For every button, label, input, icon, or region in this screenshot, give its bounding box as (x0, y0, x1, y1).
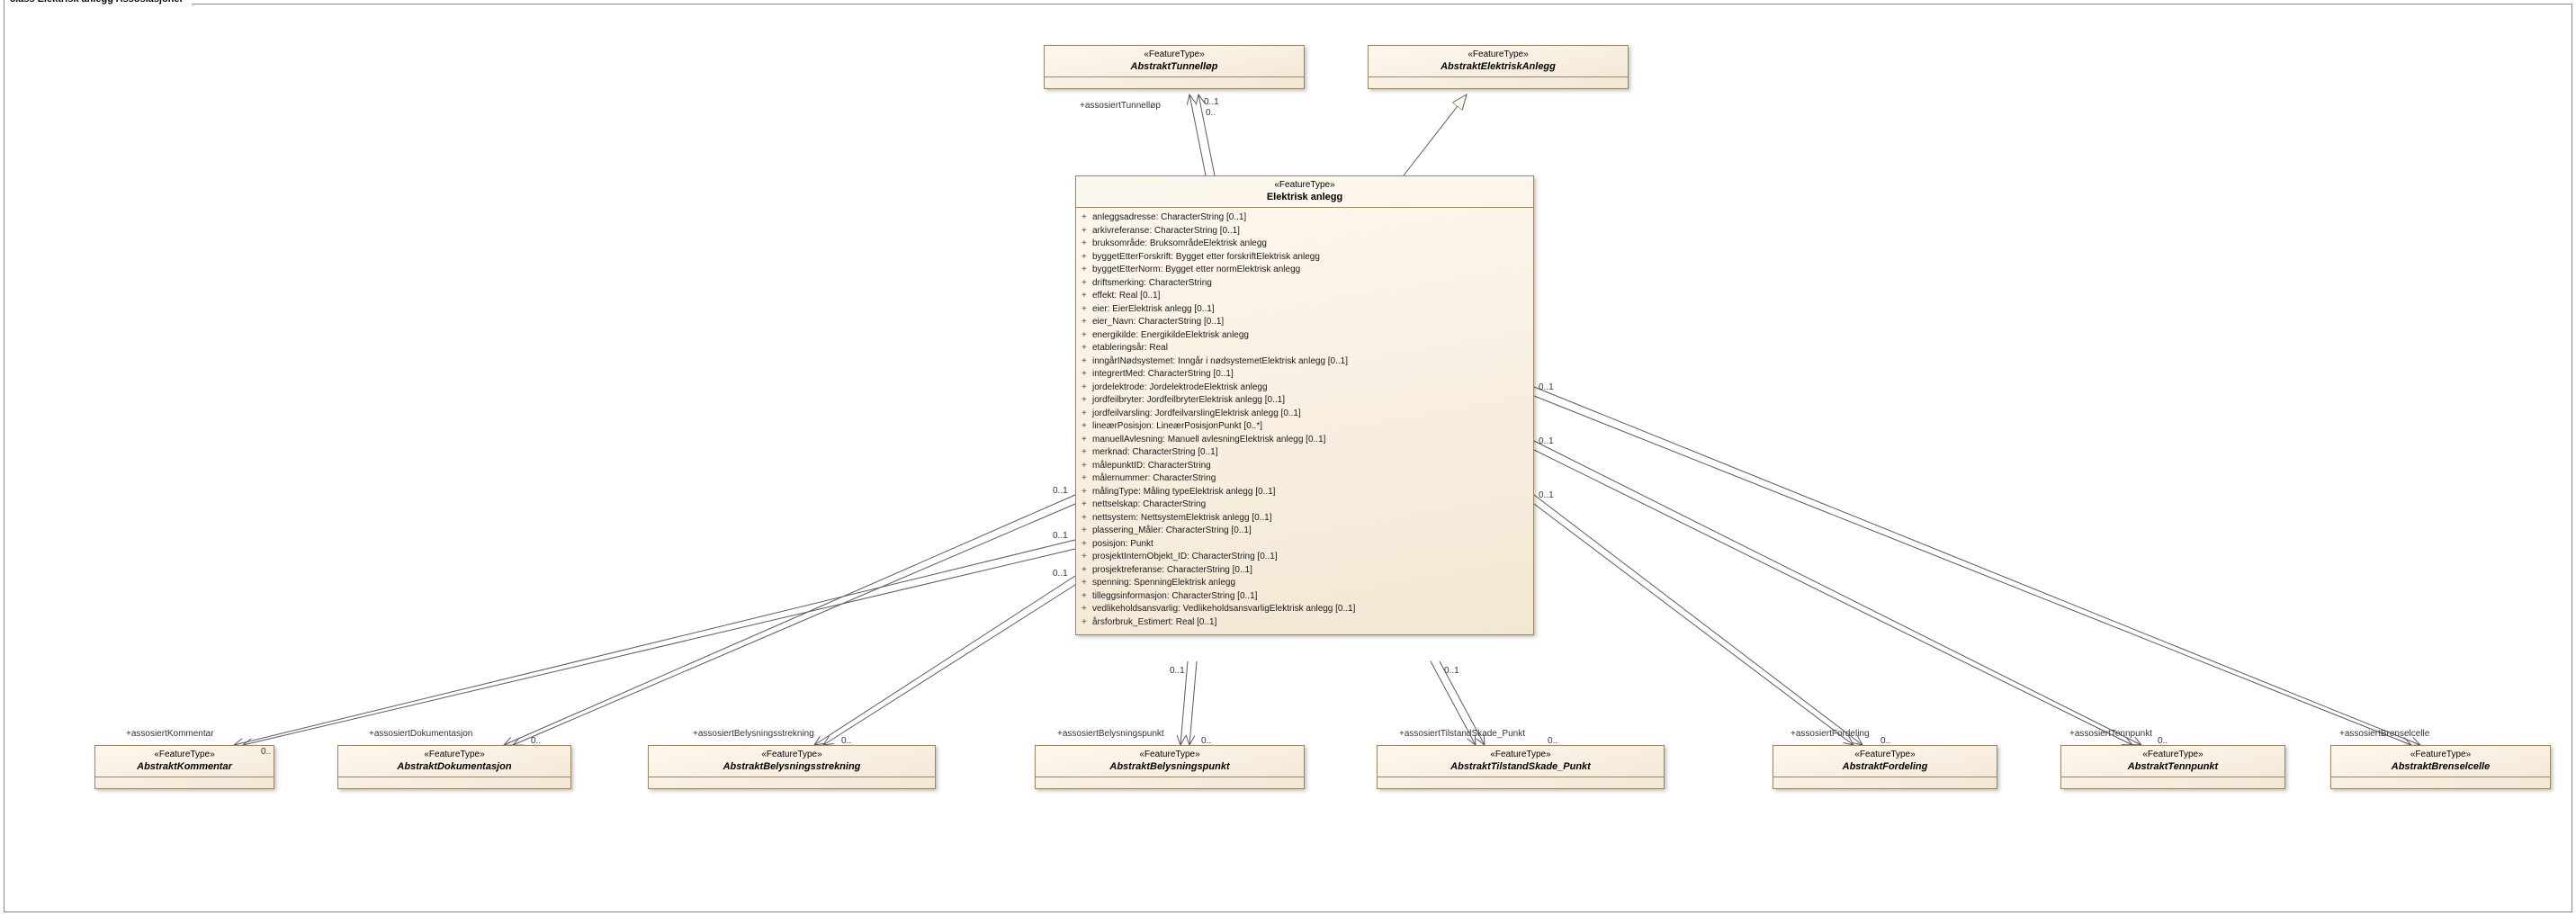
class-abstrakt-dokumentasjon: «FeatureType»AbstraktDokumentasjon (337, 745, 571, 789)
attribute-row: driftsmerking: CharacterString (1092, 277, 1526, 291)
class-name: AbstraktTilstandSkade_Punkt (1383, 761, 1658, 774)
class-name: AbstraktBelysningsstrekning (654, 761, 929, 774)
class-name: AbstraktElektriskAnlegg (1374, 61, 1622, 74)
multiplicity-label: 0.. (261, 747, 271, 757)
multiplicity-label: 0.. (841, 736, 851, 746)
attribute-row: etableringsår: Real (1092, 342, 1526, 355)
assoc-end-label: +assosiertTunnelløp (1080, 101, 1161, 111)
class-name: AbstraktTennpunkt (2067, 761, 2279, 774)
stereotype: «FeatureType» (101, 750, 268, 761)
class-name: AbstraktBrenselcelle (2337, 761, 2545, 774)
multiplicity-label: 0..1 (1444, 666, 1459, 676)
attribute-row: bruksområde: BruksområdeElektrisk anlegg (1092, 238, 1526, 251)
assoc-end-label: +assosiertTilstandSkade_Punkt (1399, 729, 1525, 739)
class-abstrakt-belysningsstrekning: «FeatureType»AbstraktBelysningsstrekning (648, 745, 936, 789)
attribute-row: manuellAvlesning: Manuell avlesningElekt… (1092, 434, 1526, 447)
stereotype: «FeatureType» (1374, 49, 1622, 61)
multiplicity-label: 0.. (2158, 736, 2168, 746)
assoc-end-label: +assosiertBelysningsstrekning (693, 729, 814, 739)
attribute-row: inngårINødsystemet: Inngår i nødsystemet… (1092, 355, 1526, 369)
attribute-list: anleggsadresse: CharacterString [0..1]ar… (1076, 208, 1533, 634)
class-abstrakt-belysningspunkt: «FeatureType»AbstraktBelysningspunkt (1035, 745, 1305, 789)
stereotype: «FeatureType» (344, 750, 565, 761)
multiplicity-label: 0..1 (1539, 490, 1554, 500)
attribute-row: jordfeilvarsling: JordfeilvarslingElektr… (1092, 408, 1526, 421)
class-abstrakt-elektrisk-anlegg: «FeatureType» AbstraktElektriskAnlegg (1368, 45, 1629, 89)
multiplicity-label: 0..1 (1204, 97, 1219, 107)
stereotype: «FeatureType» (2067, 750, 2279, 761)
multiplicity-label: 0..1 (1053, 569, 1068, 579)
stereotype: «FeatureType» (654, 750, 929, 761)
stereotype: «FeatureType» (1082, 180, 1528, 192)
attribute-row: målernummer: CharacterString (1092, 472, 1526, 486)
class-name: AbstraktTunnelløp (1050, 61, 1298, 74)
class-abstrakt-kommentar: «FeatureType»AbstraktKommentar (94, 745, 274, 789)
attribute-row: byggetEtterNorm: Bygget etter normElektr… (1092, 264, 1526, 277)
assoc-end-label: +assosiertTennpunkt (2069, 729, 2152, 739)
attribute-row: tilleggsinformasjon: CharacterString [0.… (1092, 590, 1526, 604)
class-abstrakt-tennpunkt: «FeatureType»AbstraktTennpunkt (2060, 745, 2285, 789)
assoc-end-label: +assosiertKommentar (126, 729, 214, 739)
attribute-row: prosjektInternObjekt_ID: CharacterString… (1092, 551, 1526, 564)
stereotype: «FeatureType» (1779, 750, 1991, 761)
class-abstrakt-tunnellop: «FeatureType» AbstraktTunnelløp (1044, 45, 1305, 89)
attribute-row: nettselskap: CharacterString (1092, 498, 1526, 512)
class-abstrakt-tilstandskade-punkt: «FeatureType»AbstraktTilstandSkade_Punkt (1377, 745, 1665, 789)
assoc-end-label: +assosiertFordeling (1791, 729, 1870, 739)
attribute-row: effekt: Real [0..1] (1092, 290, 1526, 303)
class-name: AbstraktKommentar (101, 761, 268, 774)
multiplicity-label: 0..1 (1539, 382, 1554, 392)
attribute-row: eier: EierElektrisk anlegg [0..1] (1092, 303, 1526, 317)
class-name: AbstraktDokumentasjon (344, 761, 565, 774)
attribute-row: anleggsadresse: CharacterString [0..1] (1092, 211, 1526, 225)
class-name: Elektrisk anlegg (1082, 192, 1528, 204)
attribute-row: målingType: Måling typeElektrisk anlegg … (1092, 486, 1526, 499)
attribute-row: spenning: SpenningElektrisk anlegg (1092, 577, 1526, 590)
attribute-row: integrertMed: CharacterString [0..1] (1092, 368, 1526, 382)
multiplicity-label: 0..1 (1170, 666, 1185, 676)
attribute-row: energikilde: EnergikildeElektrisk anlegg (1092, 329, 1526, 343)
attribute-row: årsforbruk_Estimert: Real [0..1] (1092, 616, 1526, 630)
assoc-end-label: +assosiertBelysningspunkt (1057, 729, 1164, 739)
assoc-end-label: +assosiertDokumentasjon (369, 729, 472, 739)
class-name: AbstraktFordeling (1779, 761, 1991, 774)
class-abstrakt-fordeling: «FeatureType»AbstraktFordeling (1773, 745, 1997, 789)
stereotype: «FeatureType» (1383, 750, 1658, 761)
attribute-row: vedlikeholdsansvarlig: Vedlikeholdsansva… (1092, 603, 1526, 616)
multiplicity-label: 0.. (1880, 736, 1890, 746)
stereotype: «FeatureType» (1041, 750, 1298, 761)
attribute-row: byggetEtterForskrift: Bygget etter forsk… (1092, 251, 1526, 265)
attribute-row: merknad: CharacterString [0..1] (1092, 446, 1526, 460)
class-elektrisk-anlegg: «FeatureType» Elektrisk anlegg anleggsad… (1075, 175, 1534, 635)
attribute-row: lineærPosisjon: LineærPosisjonPunkt [0..… (1092, 420, 1526, 434)
attribute-row: jordelektrode: JordelektrodeElektrisk an… (1092, 382, 1526, 395)
multiplicity-label: 0..1 (1539, 436, 1554, 446)
stereotype: «FeatureType» (1050, 49, 1298, 61)
multiplicity-label: 0.. (1201, 736, 1211, 746)
multiplicity-label: 0.. (1206, 108, 1216, 118)
multiplicity-label: 0..1 (1053, 531, 1068, 541)
attribute-row: eier_Navn: CharacterString [0..1] (1092, 316, 1526, 329)
class-abstrakt-brenselcelle: «FeatureType»AbstraktBrenselcelle (2330, 745, 2551, 789)
stereotype: «FeatureType» (2337, 750, 2545, 761)
attribute-row: plassering_Måler: CharacterString [0..1] (1092, 525, 1526, 538)
class-name: AbstraktBelysningspunkt (1041, 761, 1298, 774)
assoc-end-label: +assosiertBrenselcelle (2339, 729, 2429, 739)
diagram-title: class Elektrisk anlegg Assosiasjoner (4, 0, 193, 6)
attribute-row: posisjon: Punkt (1092, 538, 1526, 552)
attribute-row: arkivreferanse: CharacterString [0..1] (1092, 225, 1526, 238)
multiplicity-label: 0..1 (1053, 486, 1068, 496)
attribute-row: målepunktID: CharacterString (1092, 460, 1526, 473)
multiplicity-label: 0.. (531, 736, 541, 746)
attribute-row: prosjektreferanse: CharacterString [0..1… (1092, 564, 1526, 578)
attribute-row: jordfeilbryter: JordfeilbryterElektrisk … (1092, 394, 1526, 408)
multiplicity-label: 0.. (1548, 736, 1557, 746)
attribute-row: nettsystem: NettsystemElektrisk anlegg [… (1092, 512, 1526, 525)
